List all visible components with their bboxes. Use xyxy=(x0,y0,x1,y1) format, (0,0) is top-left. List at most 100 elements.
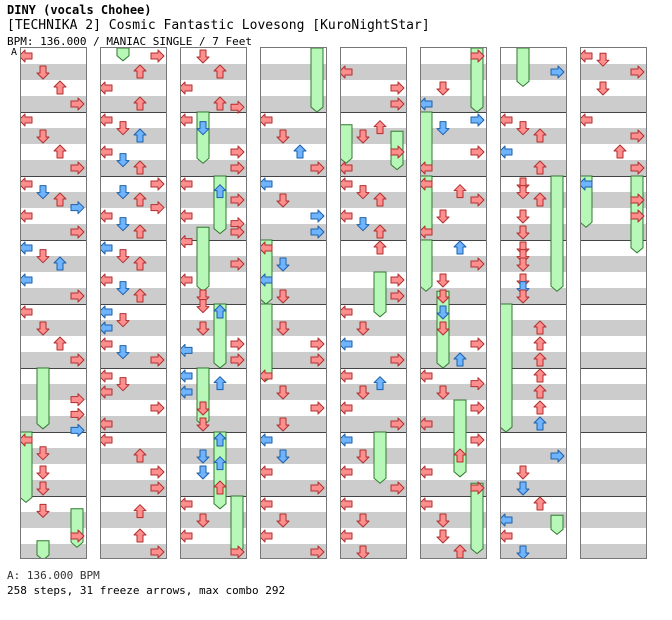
step-arrow-left xyxy=(21,273,33,287)
step-arrow-up xyxy=(53,80,67,95)
step-arrow-right xyxy=(390,481,405,495)
step-arrow-left xyxy=(101,273,113,287)
measure-line xyxy=(501,496,566,497)
step-arrow-right xyxy=(630,209,645,223)
step-arrow-down xyxy=(36,503,50,518)
beat-stripe xyxy=(101,128,166,144)
step-arrow-right xyxy=(150,481,165,495)
step-arrow-down xyxy=(356,385,370,400)
step-arrow-down xyxy=(116,345,130,360)
step-arrow-down xyxy=(436,529,450,544)
beat-stripe xyxy=(501,288,566,304)
step-arrow-right xyxy=(230,161,245,175)
measure-line xyxy=(501,368,566,369)
freeze-arrow-left xyxy=(341,124,353,164)
beat-stripe xyxy=(181,544,246,558)
step-arrow-right xyxy=(230,100,245,114)
measure-line xyxy=(341,112,406,113)
beat-stripe xyxy=(21,128,86,144)
step-arrow-right xyxy=(310,545,325,558)
step-arrow-down xyxy=(36,481,50,496)
measure-line xyxy=(101,112,166,113)
bpm-section-marker: A xyxy=(11,47,18,58)
beat-stripe xyxy=(101,448,166,464)
step-arrow-down xyxy=(276,129,290,144)
step-arrow-down xyxy=(276,193,290,208)
measure-line xyxy=(261,496,326,497)
step-arrow-right xyxy=(70,353,85,367)
step-arrow-up xyxy=(53,192,67,207)
beat-stripe xyxy=(261,64,326,80)
step-lanes xyxy=(181,49,245,558)
beat-stripe xyxy=(261,384,326,400)
step-arrow-right xyxy=(470,481,485,495)
beat-stripe xyxy=(421,96,486,112)
step-arrow-right xyxy=(630,161,645,175)
step-arrow-down xyxy=(276,385,290,400)
song-artist: DINY (vocals Chohee) xyxy=(7,3,152,17)
beat-stripe xyxy=(21,192,86,208)
freeze-arrow-right xyxy=(550,175,564,292)
beat-stripe xyxy=(261,416,326,432)
beat-stripe xyxy=(181,64,246,80)
step-arrow-right xyxy=(150,545,165,558)
step-arrow-left xyxy=(21,433,33,447)
step-arrow-up xyxy=(213,184,227,199)
step-arrow-right xyxy=(390,81,405,95)
beat-stripe xyxy=(501,512,566,528)
beat-stripe xyxy=(581,288,646,304)
step-arrow-right xyxy=(390,145,405,159)
beat-stripe xyxy=(581,384,646,400)
step-arrow-left xyxy=(181,273,193,287)
step-arrow-left xyxy=(181,113,193,127)
step-arrow-left xyxy=(581,177,593,191)
step-arrow-right xyxy=(230,225,245,239)
step-arrow-left xyxy=(341,433,353,447)
step-arrow-right xyxy=(70,407,85,421)
step-arrow-right xyxy=(230,145,245,159)
measure-line xyxy=(581,432,646,433)
step-arrow-down xyxy=(196,321,210,336)
step-arrow-right xyxy=(230,337,245,351)
step-arrow-up xyxy=(533,352,547,367)
step-arrow-up xyxy=(373,192,387,207)
step-arrow-up xyxy=(533,192,547,207)
step-arrow-left xyxy=(421,465,433,479)
step-arrow-up xyxy=(213,96,227,111)
measure-column-6 xyxy=(420,47,487,559)
step-arrow-up xyxy=(133,64,147,79)
beat-stripe xyxy=(101,352,166,368)
freeze-arrow-right xyxy=(470,48,484,113)
beat-stripe xyxy=(261,288,326,304)
freeze-arrow-left xyxy=(261,239,273,305)
freeze-arrow-up xyxy=(213,303,227,369)
measure-line xyxy=(21,496,86,497)
step-lanes xyxy=(261,48,325,558)
step-arrow-down xyxy=(356,545,370,558)
step-arrow-down xyxy=(436,513,450,528)
step-arrow-down xyxy=(276,449,290,464)
measure-line xyxy=(581,240,646,241)
step-arrow-right xyxy=(310,225,325,239)
beat-stripe xyxy=(181,96,246,112)
beat-stripe xyxy=(581,352,646,368)
step-arrow-right xyxy=(310,161,325,175)
freeze-arrow-down xyxy=(36,367,50,430)
beat-stripe xyxy=(261,128,326,144)
step-arrow-up xyxy=(133,192,147,207)
beat-stripe xyxy=(341,352,406,368)
step-arrow-down xyxy=(196,513,210,528)
beat-stripe xyxy=(101,320,166,336)
step-arrow-up xyxy=(533,160,547,175)
beat-stripe xyxy=(101,512,166,528)
measure-line xyxy=(21,240,86,241)
step-arrow-left xyxy=(341,305,353,319)
step-arrow-down xyxy=(516,209,530,224)
step-arrow-left xyxy=(101,113,113,127)
step-arrow-down xyxy=(356,185,370,200)
beat-stripe xyxy=(501,128,566,144)
step-arrow-up xyxy=(53,256,67,271)
step-arrow-left xyxy=(181,497,193,511)
step-arrow-up xyxy=(533,368,547,383)
step-arrow-right xyxy=(70,97,85,111)
